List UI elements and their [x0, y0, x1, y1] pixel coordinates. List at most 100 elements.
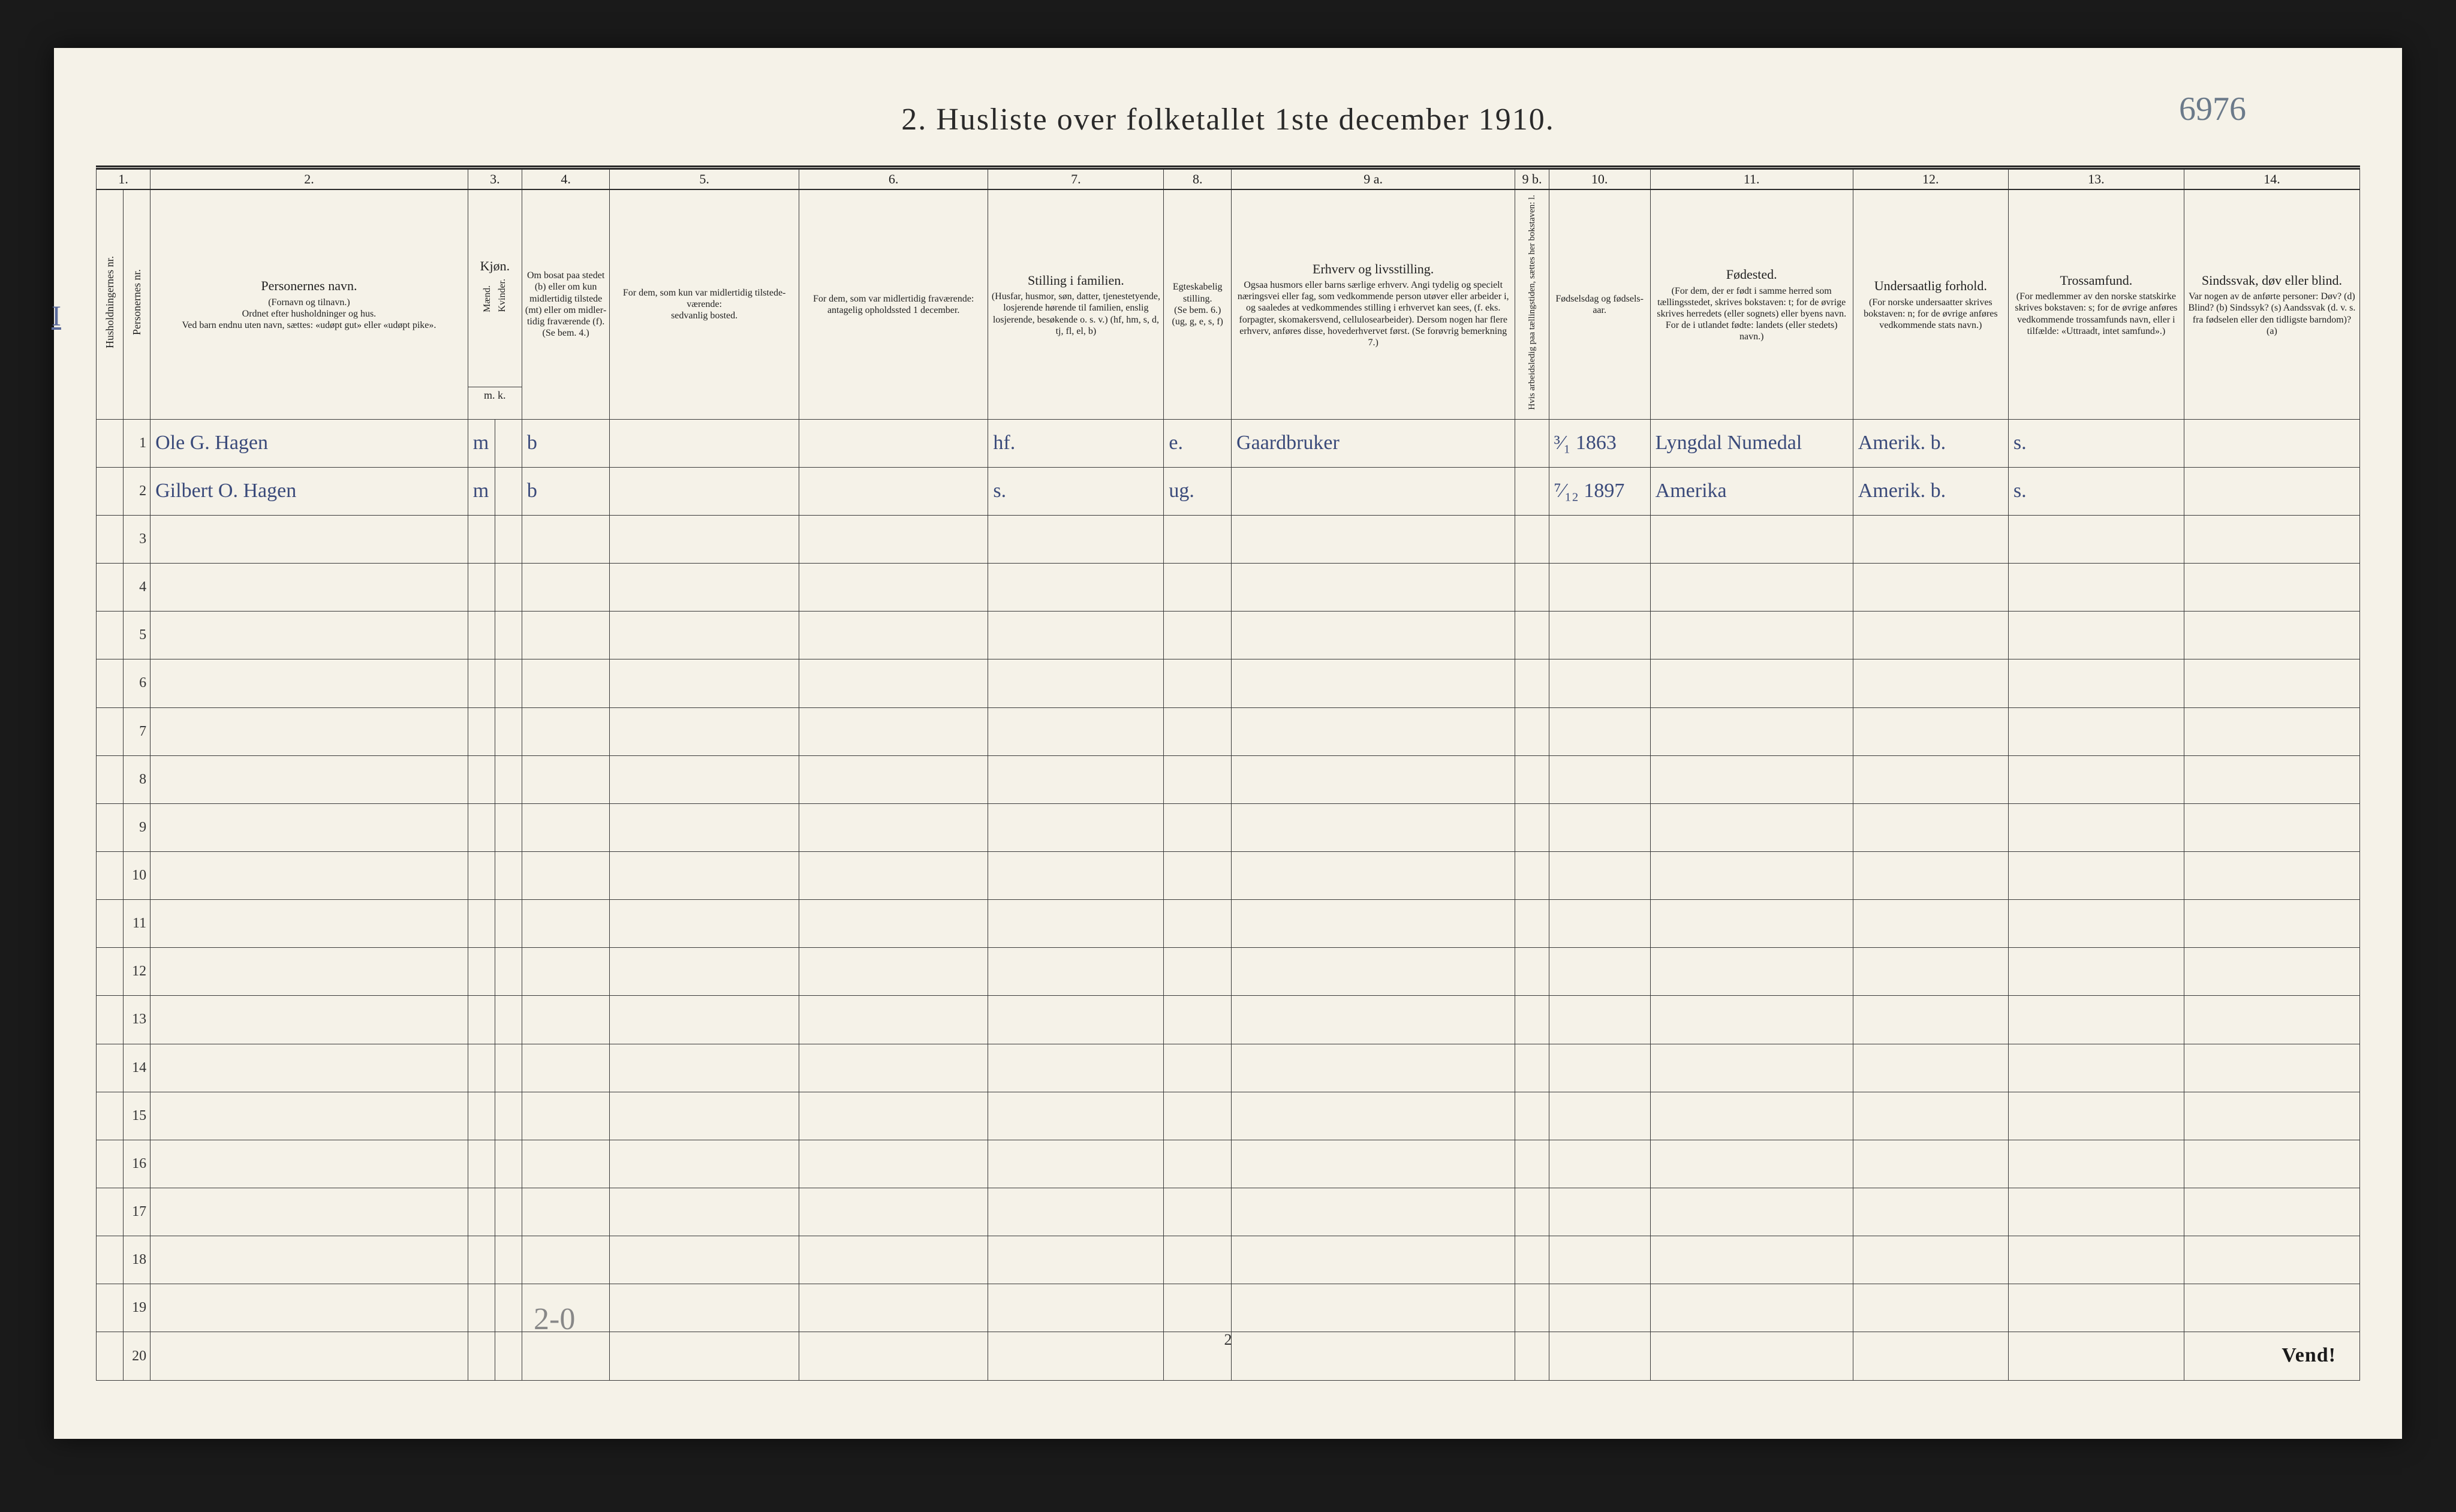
table-cell — [610, 564, 799, 612]
table-cell — [1164, 707, 1232, 755]
table-cell — [1164, 515, 1232, 563]
table-cell — [1164, 1044, 1232, 1092]
hdr-c9b-text: Hvis arbeidsledig paa tællingstiden, sæt… — [1527, 192, 1538, 412]
table-cell — [1164, 851, 1232, 899]
hdr-c13-body: (For medlemmer av den norske statskirke … — [2011, 291, 2181, 337]
table-cell — [1164, 1092, 1232, 1140]
table-cell — [1650, 1092, 1853, 1140]
table-row: 9 — [97, 803, 2360, 851]
table-cell — [1853, 707, 2008, 755]
table-cell — [468, 612, 495, 659]
table-cell — [97, 1284, 124, 1332]
hnum-14: 14. — [2184, 169, 2359, 190]
hdr-c9a-title: Erhverv og livsstilling. — [1234, 261, 1512, 278]
table-cell — [1650, 996, 1853, 1044]
table-cell: s. — [988, 467, 1164, 515]
top-rule — [96, 165, 2360, 167]
hdr-name-sub2: Ordnet efter husholdninger og hus. — [153, 308, 465, 320]
table-cell — [610, 1284, 799, 1332]
hdr-religion: Trossamfund. (For medlemmer av den norsk… — [2008, 189, 2184, 419]
table-row: 17 — [97, 1188, 2360, 1236]
table-cell — [988, 996, 1164, 1044]
table-cell — [1549, 515, 1650, 563]
table-cell — [610, 612, 799, 659]
hnum-2: 2. — [151, 169, 468, 190]
table-cell — [799, 467, 988, 515]
table-cell — [610, 1188, 799, 1236]
table-cell — [2008, 1284, 2184, 1332]
hdr-c14-body: Var nogen av de anførte personer: Døv? (… — [2187, 291, 2357, 337]
table-cell — [1853, 564, 2008, 612]
table-cell — [1853, 948, 2008, 996]
hdr-sex: Kjøn. Mænd. Kvinder. — [468, 189, 522, 387]
table-cell: Lyngdal Numedal — [1650, 419, 1853, 467]
table-row: 8 — [97, 755, 2360, 803]
table-cell — [2008, 1044, 2184, 1092]
hdr-c8-title: Egteska­belig stilling. — [1166, 281, 1229, 304]
table-cell — [1232, 707, 1515, 755]
table-cell — [2008, 1140, 2184, 1188]
hnum-4: 4. — [522, 169, 609, 190]
table-cell — [1515, 755, 1549, 803]
table-cell — [799, 612, 988, 659]
hdr-occupation: Erhverv og livsstilling. Ogsaa husmors e… — [1232, 189, 1515, 419]
table-cell — [151, 851, 468, 899]
table-cell — [2008, 755, 2184, 803]
table-cell: 16 — [124, 1140, 151, 1188]
table-cell — [1549, 1140, 1650, 1188]
table-cell: s. — [2008, 419, 2184, 467]
table-cell — [1515, 851, 1549, 899]
table-cell — [1515, 564, 1549, 612]
table-cell — [151, 659, 468, 707]
table-cell — [799, 948, 988, 996]
table-cell — [1232, 612, 1515, 659]
table-cell — [610, 803, 799, 851]
hdr-c12-body: (For norske under­saatter skrives boksta… — [1856, 297, 2006, 332]
table-cell — [522, 755, 609, 803]
table-row: 18 — [97, 1236, 2360, 1284]
household-roman-marker: I — [52, 300, 61, 333]
table-cell — [495, 1044, 522, 1092]
table-cell — [1549, 707, 1650, 755]
hdr-birthplace: Fødested. (For dem, der er født i samme … — [1650, 189, 1853, 419]
table-cell — [2184, 419, 2359, 467]
table-cell — [151, 948, 468, 996]
table-cell: 14 — [124, 1044, 151, 1092]
table-cell — [2008, 996, 2184, 1044]
table-cell — [1164, 612, 1232, 659]
table-cell — [1549, 564, 1650, 612]
table-cell — [468, 948, 495, 996]
table-cell — [151, 1092, 468, 1140]
table-cell: m — [468, 467, 495, 515]
table-cell — [151, 612, 468, 659]
table-cell — [97, 1140, 124, 1188]
table-cell — [495, 803, 522, 851]
table-row: 2Gilbert O. Hagenmbs.ug.⁷⁄₁₂ 1897Amerika… — [97, 467, 2360, 515]
page-number: 2 — [54, 1331, 2402, 1349]
hdr-person-nr-text: Personernes nr. — [130, 267, 144, 338]
table-cell — [1164, 803, 1232, 851]
table-cell: 18 — [124, 1236, 151, 1284]
table-cell — [1549, 755, 1650, 803]
table-cell — [97, 948, 124, 996]
table-row: 12 — [97, 948, 2360, 996]
table-cell — [1650, 659, 1853, 707]
table-cell — [522, 1140, 609, 1188]
table-cell — [799, 1236, 988, 1284]
table-row: 6 — [97, 659, 2360, 707]
hdr-name-title: Personernes navn. — [153, 278, 465, 294]
table-row: 13 — [97, 996, 2360, 1044]
table-cell — [1232, 755, 1515, 803]
table-cell — [468, 755, 495, 803]
table-cell — [2184, 515, 2359, 563]
table-cell — [522, 659, 609, 707]
table-cell — [1515, 900, 1549, 948]
census-table: 1. 2. 3. 4. 5. 6. 7. 8. 9 a. 9 b. 10. 11… — [96, 168, 2360, 1381]
table-cell — [1515, 1044, 1549, 1092]
table-cell — [1549, 1092, 1650, 1140]
hdr-c6-title: For dem, som var midlertidig fraværende: — [802, 293, 986, 305]
table-cell — [1549, 659, 1650, 707]
table-cell — [799, 707, 988, 755]
table-cell — [1515, 515, 1549, 563]
table-cell — [988, 1188, 1164, 1236]
